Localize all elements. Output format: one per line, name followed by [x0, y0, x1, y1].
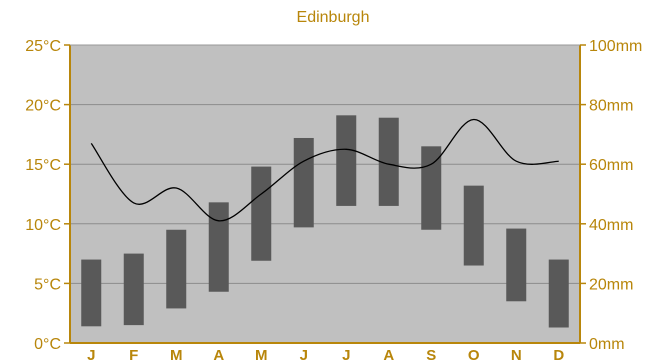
temperature-bar: [81, 259, 102, 327]
y-left-tick-label: 10°C: [25, 217, 61, 234]
x-tick-label: A: [213, 347, 224, 361]
chart-title: Edinburgh: [297, 9, 370, 26]
y-left-tick-label: 15°C: [25, 157, 61, 174]
temperature-bar: [506, 228, 527, 302]
temperature-bar: [251, 166, 272, 261]
x-tick-label: A: [383, 347, 394, 361]
x-tick-label: M: [170, 347, 183, 361]
temperature-bar: [421, 146, 442, 230]
x-tick-label: M: [255, 347, 268, 361]
grid-lines: [70, 104, 580, 284]
temperature-bar: [293, 137, 314, 228]
y-left-tick-label: 5°C: [34, 276, 61, 293]
temperature-bar: [548, 259, 569, 328]
precipitation-line: [90, 118, 559, 222]
temperature-bar: [336, 115, 357, 206]
y-left-tick-label: 0°C: [34, 336, 61, 353]
temperature-bar: [208, 202, 229, 292]
x-tick-label: S: [426, 347, 436, 361]
tick-labels: 0°C 5°C 10°C 15°C 20°C 25°C 0mm 20mm 40mm 60mm 80m…: [25, 38, 642, 361]
x-tick-label: J: [87, 347, 95, 361]
y-left-tick-label: 25°C: [25, 38, 61, 55]
temperature-bar: [378, 117, 399, 206]
y-right-tick-label: 40mm: [589, 217, 633, 234]
x-tick-label: J: [342, 347, 350, 361]
temperature-bar: [166, 229, 187, 309]
temperature-bars: [81, 115, 569, 328]
x-tick-label: J: [300, 347, 308, 361]
y-right-tick-label: 60mm: [589, 157, 633, 174]
temperature-bar: [463, 185, 484, 266]
x-tick-label: F: [129, 347, 138, 361]
y-right-tick-label: 80mm: [589, 98, 633, 115]
temperature-bar: [123, 253, 144, 326]
x-tick-label: D: [553, 347, 564, 361]
x-tick-label: N: [511, 347, 522, 361]
y-right-tick-label: 20mm: [589, 276, 633, 293]
y-left-tick-label: 20°C: [25, 98, 61, 115]
plot-background: [70, 45, 580, 343]
x-tick-label: O: [468, 347, 480, 361]
y-right-tick-label: 0mm: [589, 336, 625, 353]
axes: [64, 44, 586, 344]
y-right-tick-label: 100mm: [589, 38, 642, 55]
